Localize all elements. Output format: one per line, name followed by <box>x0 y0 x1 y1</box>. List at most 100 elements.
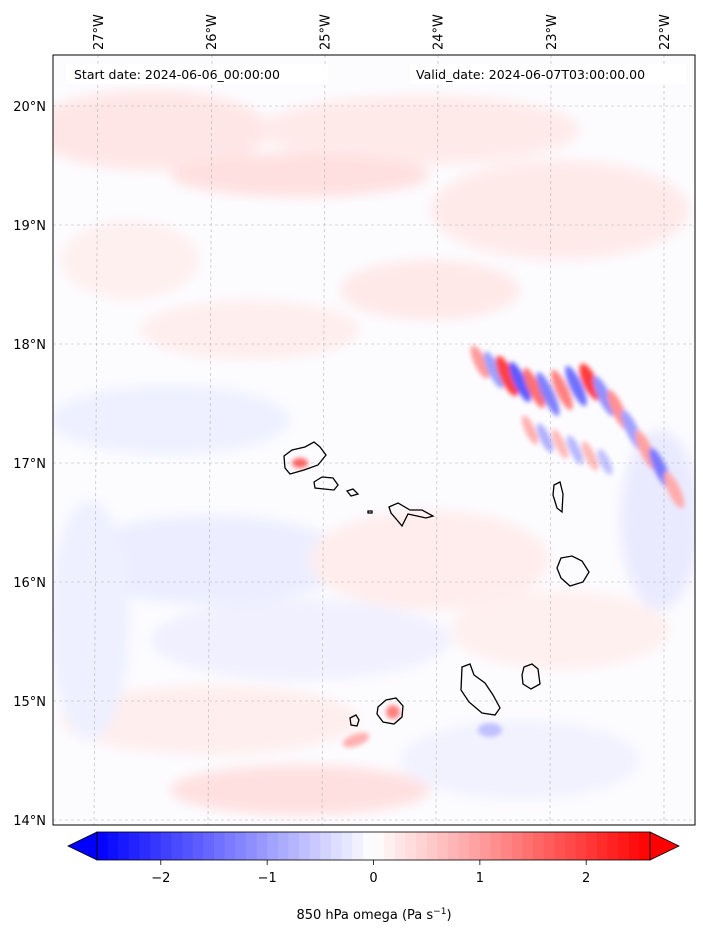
map-panel: Start date: 2024-06-06_00:00:00 Valid_da… <box>13 14 696 829</box>
island-raso <box>367 510 373 514</box>
colorbar-cell <box>341 832 353 860</box>
colorbar-cell <box>128 832 141 860</box>
colorbar-cell <box>256 832 268 860</box>
colorbar-cell <box>139 832 151 860</box>
colorbar-cell <box>511 832 523 860</box>
colorbar-cell <box>373 832 385 860</box>
gridlines <box>53 55 695 825</box>
colorbar-cell <box>575 832 587 860</box>
colorbar-cell <box>607 832 619 860</box>
island-santo-antao <box>283 441 327 475</box>
coastlines <box>283 441 590 727</box>
latitude-tick-label: 14°N <box>13 814 46 829</box>
colorbar-cell <box>522 832 534 860</box>
colorbar-cell <box>203 832 215 860</box>
colorbar-cell <box>309 832 321 860</box>
island-maio <box>521 663 541 690</box>
latitude-tick-label: 16°N <box>13 576 46 591</box>
colorbar-cell <box>288 832 300 860</box>
colorbar-cell <box>245 832 258 860</box>
island-brava <box>349 714 360 727</box>
latitude-tick-label: 19°N <box>13 219 46 234</box>
colorbar-tick-label: −2 <box>151 871 170 886</box>
longitude-tick-label: 23°W <box>545 14 560 50</box>
colorbar-cell <box>352 832 364 860</box>
colorbar-cell <box>490 832 502 860</box>
colorbar-cell <box>416 832 428 860</box>
colorbar-extend-max <box>649 831 680 861</box>
colorbar-tick-label: 1 <box>476 871 484 886</box>
colorbar-cell <box>543 832 555 860</box>
colorbar-cell <box>628 832 640 860</box>
island-boa-vista <box>556 555 590 587</box>
longitude-tick-labels: 27°W 26°W 25°W 24°W 23°W 22°W <box>92 14 673 50</box>
island-sal <box>552 481 564 514</box>
island-fogo <box>376 697 404 725</box>
colorbar-cell <box>426 832 438 860</box>
latitude-tick-labels: 14°N 15°N 16°N 17°N 18°N 19°N 20°N <box>13 100 46 829</box>
colorbar: −2 −1 0 1 2 850 hPa omega (Pa s−1) <box>67 831 680 923</box>
colorbar-cell <box>405 832 417 860</box>
latitude-tick-label: 17°N <box>13 457 46 472</box>
valid-date-label: Valid_date: 2024-06-07T03:00:00.00 <box>410 64 686 84</box>
colorbar-cell <box>384 832 396 860</box>
latitude-tick-label: 15°N <box>13 695 46 710</box>
latitude-tick-label: 20°N <box>13 100 46 115</box>
colorbar-cell <box>458 832 470 860</box>
colorbar-cell <box>97 832 109 860</box>
valid-date-text: Valid_date: 2024-06-07T03:00:00.00 <box>416 67 645 82</box>
colorbar-cell <box>277 832 289 860</box>
colorbar-cell <box>224 832 236 860</box>
omega-field <box>53 90 695 815</box>
map-frame <box>52 54 696 826</box>
colorbar-cell <box>564 832 577 860</box>
start-date-label: Start date: 2024-06-06_00:00:00 <box>66 64 328 84</box>
colorbar-cell <box>554 832 566 860</box>
latitude-tick-label: 18°N <box>13 338 46 353</box>
colorbar-cell <box>447 832 460 860</box>
island-santa-luzia <box>345 488 360 497</box>
longitude-tick-label: 26°W <box>205 14 220 50</box>
colorbar-cell <box>171 832 183 860</box>
longitude-tick-label: 25°W <box>318 14 333 50</box>
longitude-tick-label: 27°W <box>92 14 107 50</box>
colorbar-cell <box>362 832 374 860</box>
colorbar-cell <box>394 832 406 860</box>
colorbar-cell <box>618 832 630 860</box>
wave-train <box>292 345 685 748</box>
colorbar-cell <box>330 832 343 860</box>
colorbar-cell <box>150 832 162 860</box>
colorbar-tick-label: −1 <box>258 871 277 886</box>
colorbar-cell <box>586 832 598 860</box>
colorbar-cell <box>182 832 194 860</box>
colorbar-cell <box>235 832 247 860</box>
colorbar-cells <box>97 832 651 860</box>
colorbar-cell <box>533 832 545 860</box>
colorbar-cell <box>118 832 130 860</box>
colorbar-tick-label: 0 <box>369 871 377 886</box>
colorbar-cell <box>107 832 119 860</box>
colorbar-cell <box>596 832 608 860</box>
colorbar-cell <box>320 832 332 860</box>
longitude-tick-label: 22°W <box>658 14 673 50</box>
colorbar-cell <box>469 832 481 860</box>
colorbar-cell <box>160 832 172 860</box>
colorbar-cell <box>639 832 651 860</box>
island-sao-nicolau <box>388 502 435 528</box>
colorbar-cell <box>267 832 279 860</box>
colorbar-cell <box>192 832 204 860</box>
colorbar-cell <box>501 832 513 860</box>
colorbar-cell <box>213 832 226 860</box>
colorbar-tick-label: 2 <box>582 871 590 886</box>
colorbar-label: 850 hPa omega (Pa s−1) <box>296 907 451 923</box>
colorbar-cell <box>479 832 491 860</box>
colorbar-cell <box>437 832 449 860</box>
island-sao-vicente <box>313 476 339 491</box>
island-santiago <box>460 663 501 716</box>
longitude-tick-label: 24°W <box>432 14 447 50</box>
colorbar-cell <box>299 832 311 860</box>
colorbar-tick-labels: −2 −1 0 1 2 <box>151 860 590 886</box>
colorbar-extend-min <box>67 831 98 861</box>
start-date-text: Start date: 2024-06-06_00:00:00 <box>74 67 280 82</box>
